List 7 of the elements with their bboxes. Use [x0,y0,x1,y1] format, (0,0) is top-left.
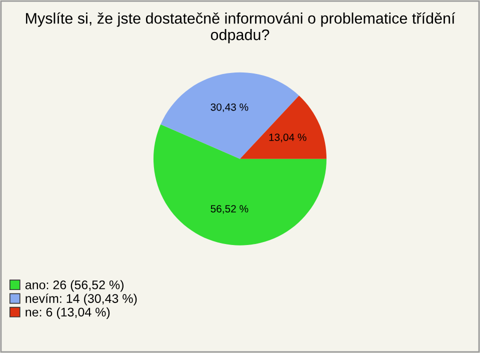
legend-label: nevím: 14 (30,43 %) [26,294,137,306]
legend-label: ano: 26 (56,52 %) [25,280,124,292]
legend-label: ne: 6 (13,04 %) [26,307,110,320]
data-label: 56,52 % [210,205,248,214]
data-label: 30,43 % [210,103,248,112]
data-label: 13,04 % [269,134,306,142]
chart-title: Myslíte si, že jste dostatečně informováni o problematice třídění odpadu? [26,12,456,44]
